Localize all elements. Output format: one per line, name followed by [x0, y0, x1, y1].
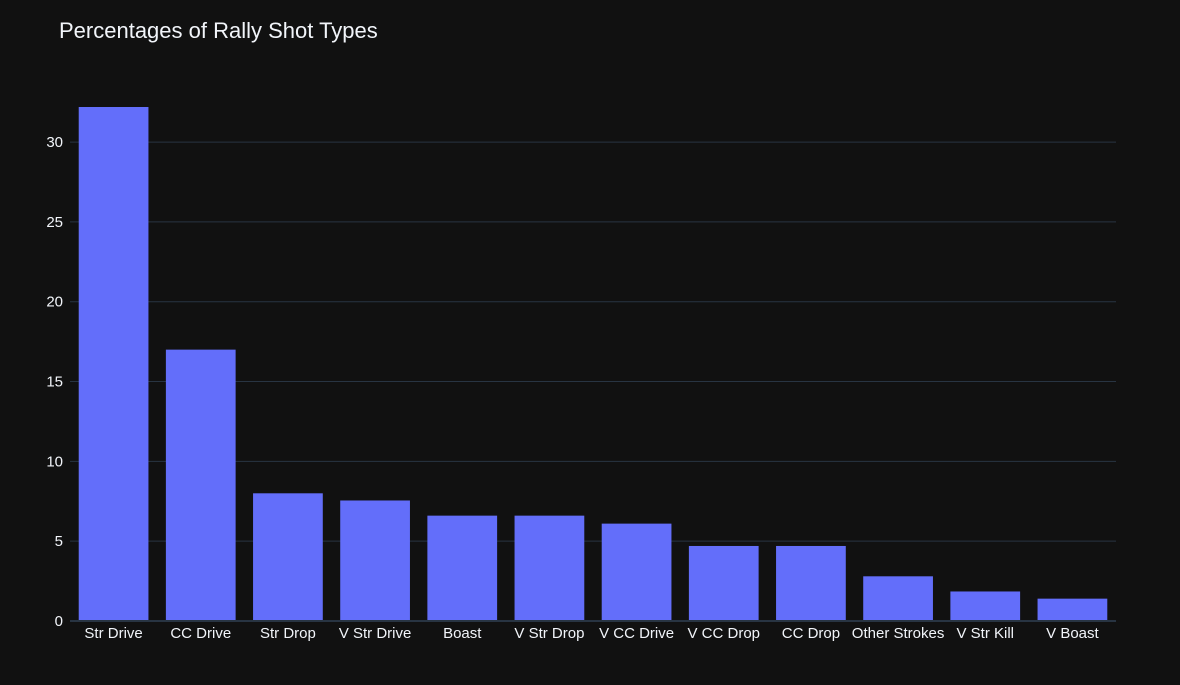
axes: 0 5 10 15 20 25 30 Str Drive CC Drive Str Drop V S… — [46, 134, 1116, 642]
bar[interactable] — [776, 545, 846, 621]
x-tick-label: CC Drive — [170, 625, 231, 642]
bar[interactable] — [427, 515, 498, 621]
y-tick-label: 10 — [46, 453, 63, 470]
x-tick-label: V Boast — [1046, 625, 1099, 642]
bar[interactable] — [514, 515, 585, 621]
bar[interactable] — [601, 523, 672, 621]
bar[interactable] — [863, 576, 933, 621]
x-tick-label: V CC Drop — [687, 625, 760, 642]
x-tick-label: V Str Drop — [514, 625, 584, 642]
x-tick-label: V CC Drive — [599, 625, 674, 642]
x-tick-label: Str Drop — [260, 625, 316, 642]
y-tick-label: 15 — [46, 374, 63, 391]
y-tick-label: 25 — [46, 214, 63, 231]
y-tick-label: 0 — [55, 613, 63, 630]
bar[interactable] — [688, 545, 759, 621]
gridlines — [70, 141, 1116, 542]
bar[interactable] — [165, 349, 236, 621]
chart-title: Percentages of Rally Shot Types — [59, 18, 378, 43]
x-tick-label: Other Strokes — [852, 625, 945, 642]
x-tick-label: V Str Kill — [956, 625, 1014, 642]
y-tick-label: 20 — [46, 294, 63, 311]
bar[interactable] — [340, 500, 410, 621]
bars — [78, 107, 1108, 621]
x-tick-label: Str Drive — [84, 625, 142, 642]
bar[interactable] — [950, 591, 1021, 621]
bar[interactable] — [1037, 598, 1108, 621]
x-tick-label: V Str Drive — [339, 625, 412, 642]
y-tick-label: 5 — [55, 533, 63, 550]
x-tick-label: CC Drop — [782, 625, 840, 642]
x-tick-label: Boast — [443, 625, 482, 642]
y-tick-label: 30 — [46, 134, 63, 151]
bar[interactable] — [253, 493, 323, 621]
bar[interactable] — [78, 107, 149, 621]
